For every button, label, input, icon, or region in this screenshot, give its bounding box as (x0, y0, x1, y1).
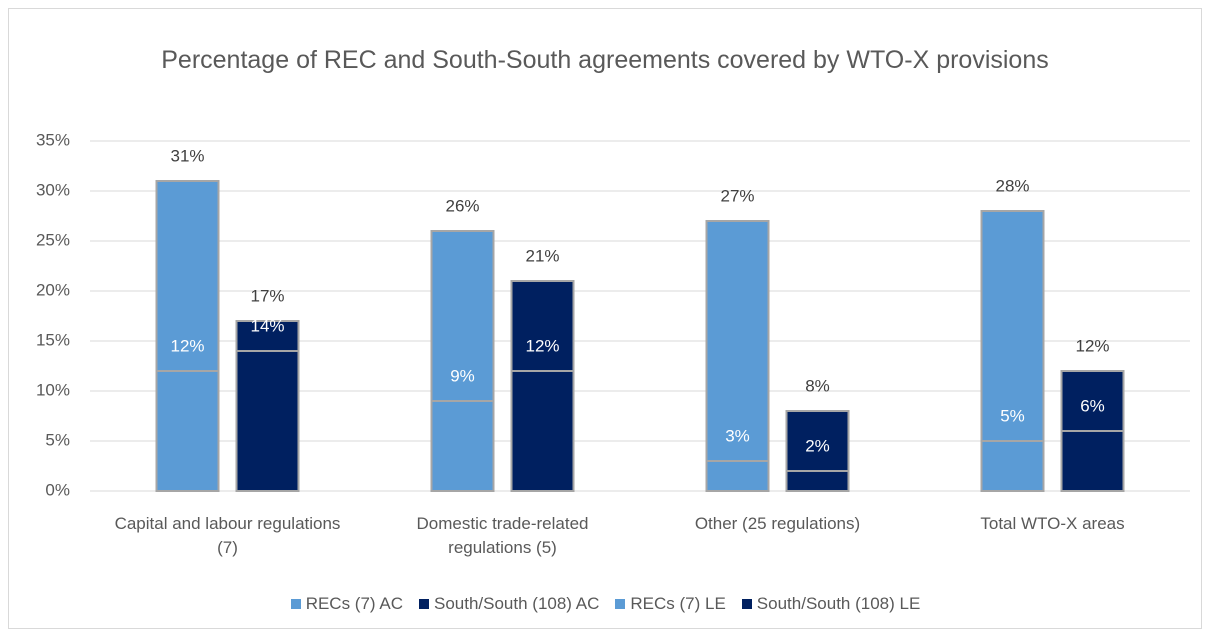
data-label: 14% (250, 316, 284, 335)
bar (235, 350, 300, 492)
legend-item: South/South (108) LE (741, 594, 921, 614)
data-label: 3% (725, 426, 750, 445)
y-tick-label: 10% (36, 380, 70, 399)
legend-item: RECs (7) LE (615, 594, 726, 614)
data-label: 21% (525, 246, 559, 265)
legend-swatch (290, 599, 301, 609)
x-tick-label: Total WTO-X areas (980, 514, 1125, 533)
legend-swatch (615, 599, 626, 609)
bar (1060, 430, 1125, 492)
data-label: 9% (450, 366, 475, 385)
y-tick-label: 20% (36, 280, 70, 299)
data-label: 2% (805, 436, 830, 455)
data-label: 26% (445, 196, 479, 215)
bar (705, 220, 770, 492)
legend: RECs (7) AC South/South (108) AC RECs (7) … (0, 594, 1211, 614)
bar (430, 400, 495, 492)
x-tick-label: Other (25 regulations) (694, 514, 861, 533)
data-label: 5% (1000, 406, 1025, 425)
chart-title: Percentage of REC and South-South agreem… (161, 46, 1049, 74)
bar (510, 370, 575, 492)
legend-label: South/South (108) LE (756, 594, 921, 613)
legend-swatch (741, 599, 752, 609)
legend-item: RECs (7) AC (290, 594, 403, 614)
bar (705, 460, 770, 492)
data-label: 12% (1075, 336, 1109, 355)
data-label: 8% (805, 376, 830, 395)
data-label: 17% (250, 286, 284, 305)
data-label: 28% (995, 176, 1029, 195)
data-label: 6% (1080, 396, 1105, 415)
legend-item: South/South (108) AC (418, 594, 600, 614)
legend-label: South/South (108) AC (433, 594, 600, 613)
y-tick-label: 25% (36, 230, 70, 249)
y-tick-label: 15% (36, 330, 70, 349)
y-tick-label: 30% (36, 180, 70, 199)
y-tick-label: 35% (36, 130, 70, 149)
legend-swatch (418, 599, 429, 609)
bar (155, 370, 220, 492)
legend-label: RECs (7) LE (630, 594, 726, 613)
data-label: 12% (525, 336, 559, 355)
data-label: 27% (720, 186, 754, 205)
data-label: 12% (170, 336, 204, 355)
bar (785, 470, 850, 492)
x-tick-label: Domestic trade-related regulations (5) (416, 514, 589, 557)
y-tick-label: 5% (45, 430, 70, 449)
data-label: 31% (170, 146, 204, 165)
x-tick-label: Capital and labour regulations (7) (114, 514, 341, 557)
bar (980, 440, 1045, 492)
y-tick-label: 0% (45, 480, 70, 499)
legend-label: RECs (7) AC (305, 594, 403, 613)
chart-frame (8, 8, 1202, 629)
